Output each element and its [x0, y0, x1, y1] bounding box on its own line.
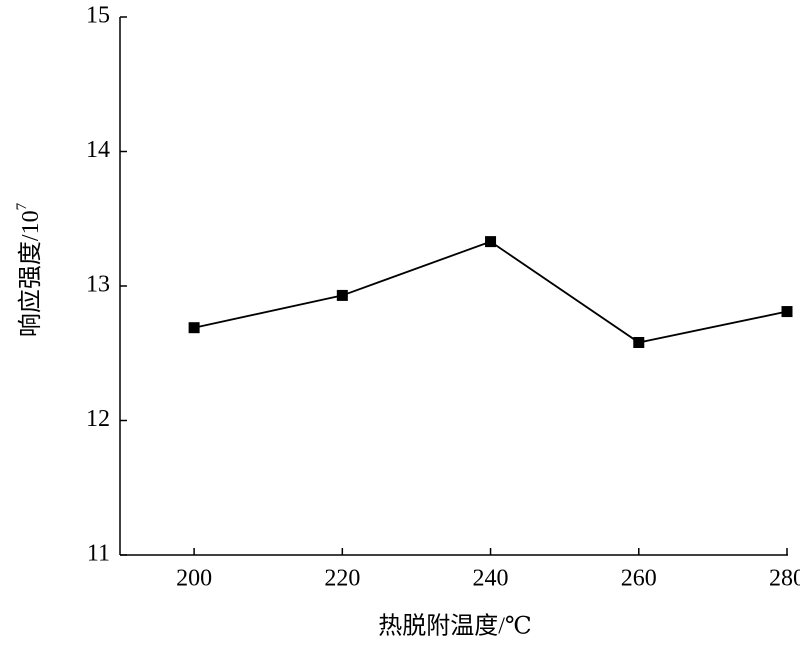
- marker: [633, 336, 645, 348]
- y-tick-label: 14: [86, 137, 110, 163]
- marker: [336, 289, 348, 301]
- y-axis-title-text: 响应强度/10: [17, 210, 44, 337]
- marker: [188, 322, 200, 334]
- y-axis-title: 响应强度/107: [14, 202, 43, 337]
- x-tick-label: 220: [324, 566, 360, 592]
- x-tick-label: 280: [769, 566, 800, 592]
- y-tick-label: 13: [86, 272, 110, 298]
- marker: [781, 306, 793, 318]
- x-axis-title: 热脱附温度/℃: [378, 613, 532, 640]
- y-axis-title-exponent: 7: [14, 202, 30, 210]
- series-line: [193, 240, 788, 344]
- y-tick-label: 15: [86, 3, 110, 29]
- x-tick-label: 200: [176, 566, 212, 592]
- y-tick-label: 12: [86, 406, 110, 432]
- y-tick-label: 11: [87, 541, 110, 567]
- x-tick-label: 240: [473, 566, 509, 592]
- x-tick-label: 260: [621, 566, 657, 592]
- marker: [485, 236, 497, 248]
